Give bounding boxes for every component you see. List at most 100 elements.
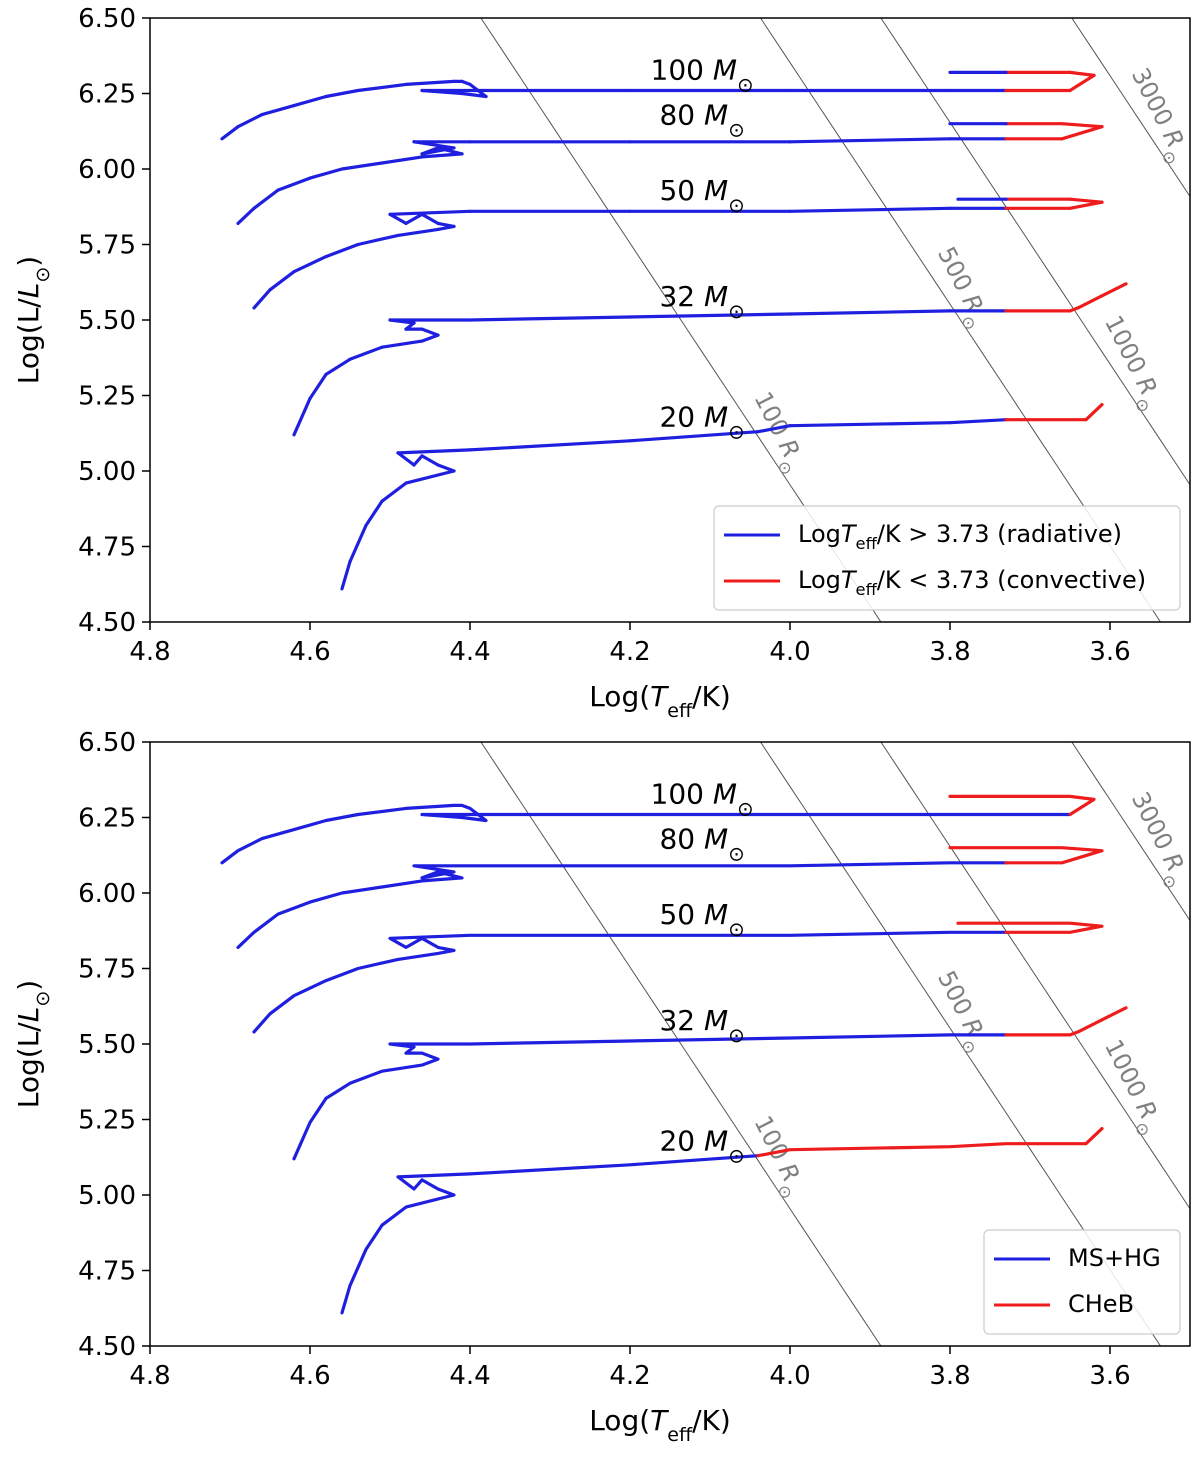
y-tick-label-4.50: 4.50 xyxy=(78,608,136,638)
track-80-segment-18 xyxy=(1060,122,1104,129)
mass-label-32: 32 M⊙ xyxy=(659,280,744,323)
isoradius-label-3000: 3000 R⊙ xyxy=(1119,63,1196,168)
track-32-segment-1 xyxy=(308,372,328,401)
track-100-segment-3 xyxy=(292,94,328,108)
track-50-segment-0 xyxy=(252,288,272,310)
y-tick-label-6.25: 6.25 xyxy=(78,804,136,834)
isoradius-line-1000 xyxy=(880,742,1190,1210)
isoradius-label-1000: 1000 R⊙ xyxy=(1092,311,1169,416)
mass-label-32: 32 M⊙ xyxy=(659,1004,744,1047)
isoradius-line-3000 xyxy=(1071,18,1190,198)
track-50-segment-11 xyxy=(388,209,472,216)
legend-label-0: MS+HG xyxy=(1068,1244,1161,1272)
track-100-segment-4 xyxy=(324,88,360,99)
mass-label-100: 100 M⊙ xyxy=(651,53,754,96)
isoradius-label-1000: 1000 R⊙ xyxy=(1092,1035,1169,1140)
y-tick-label-5.00: 5.00 xyxy=(78,1181,136,1211)
track-50-segment-14 xyxy=(788,206,952,213)
x-tick-label-3.6: 3.6 xyxy=(1089,637,1130,667)
mass-label-20: 20 M⊙ xyxy=(659,401,744,444)
isoradius-line-3000 xyxy=(1071,742,1190,922)
track-100-segment-2 xyxy=(260,103,296,117)
y-tick-label-6.50: 6.50 xyxy=(78,4,136,34)
track-50-segment-2 xyxy=(292,255,328,274)
evolutionary-tracks xyxy=(220,794,1128,1315)
track-20-segment-0 xyxy=(340,559,352,591)
y-tick-label-5.50: 5.50 xyxy=(78,306,136,336)
track-50-segment-1 xyxy=(956,921,1104,934)
x-tick-label-3.8: 3.8 xyxy=(929,637,970,667)
track-32-segment-6 xyxy=(420,327,440,337)
isoradius-label-500: 500 R⊙ xyxy=(925,242,995,333)
y-tick-label-4.75: 4.75 xyxy=(78,533,136,563)
evolutionary-tracks xyxy=(220,70,1128,591)
isoradius-label-3000: 3000 R⊙ xyxy=(1119,787,1196,892)
y-tick-label-5.50: 5.50 xyxy=(78,1030,136,1060)
x-tick-label-4.6: 4.6 xyxy=(289,1361,330,1391)
track-50-segment-18 xyxy=(1068,197,1104,204)
track-20-segment-13 xyxy=(788,421,952,428)
track-100-segment-0 xyxy=(220,125,240,141)
track-32-segment-17 xyxy=(1076,294,1104,310)
track-80-segment-0 xyxy=(236,861,1008,950)
track-20-segment-5 xyxy=(436,463,456,473)
track-100-segment-5 xyxy=(356,82,408,93)
mass-label-50: 50 M⊙ xyxy=(659,898,744,941)
track-100-segment-10 xyxy=(460,91,488,99)
x-tick-label-4.4: 4.4 xyxy=(449,637,490,667)
track-20-segment-4 xyxy=(404,469,456,485)
mass-label-20: 20 M⊙ xyxy=(659,1125,744,1168)
mass-label-50: 50 M⊙ xyxy=(659,174,744,217)
track-20-segment-8 xyxy=(396,451,416,467)
isoradius-line-100 xyxy=(480,742,882,1346)
track-20-segment-3 xyxy=(380,481,408,503)
x-tick-label-3.8: 3.8 xyxy=(929,1361,970,1391)
x-tick-label-4.0: 4.0 xyxy=(769,1361,810,1391)
track-50-segment-3 xyxy=(324,242,360,259)
track-50-segment-5 xyxy=(396,227,440,237)
isoradius-label-500: 500 R⊙ xyxy=(925,966,995,1057)
mass-label-100: 100 M⊙ xyxy=(651,777,754,820)
track-20-segment-10 xyxy=(468,439,632,452)
y-tick-label-5.75: 5.75 xyxy=(78,231,136,261)
track-32-segment-18 xyxy=(1100,282,1128,298)
track-80-segment-1 xyxy=(252,188,280,210)
track-50-segment-10 xyxy=(388,212,408,225)
track-20-segment-1 xyxy=(348,523,368,564)
y-axis-label: Log(L/L⊙) xyxy=(12,256,54,384)
legend: MS+HG CHeB xyxy=(983,1229,1181,1335)
track-50-segment-0 xyxy=(252,930,1008,1034)
track-20-segment-12 xyxy=(756,424,792,434)
track-32-segment-13 xyxy=(788,309,952,316)
track-20-segment-11 xyxy=(628,430,760,443)
track-32-segment-12 xyxy=(628,312,792,319)
x-axis-label: Log(Teff/K) xyxy=(589,1404,731,1446)
track-80-segment-4 xyxy=(340,161,384,171)
track-32-segment-3 xyxy=(348,345,384,361)
panel-bottom-evolutionary-phase: 100 R⊙500 R⊙ 1000 R⊙3000 R⊙100 M⊙80 M⊙50 … xyxy=(12,728,1196,1446)
track-50-segment-1 xyxy=(268,270,296,292)
x-tick-label-4.4: 4.4 xyxy=(449,1361,490,1391)
track-32-segment-1 xyxy=(1004,1006,1128,1037)
track-80-segment-9 xyxy=(420,146,456,156)
track-32-segment-0 xyxy=(292,1033,1008,1161)
track-100-segment-0 xyxy=(220,803,1072,865)
track-32-segment-2 xyxy=(324,357,352,376)
y-tick-label-5.25: 5.25 xyxy=(78,382,136,412)
track-80-segment-1 xyxy=(948,846,1104,865)
track-32-segment-11 xyxy=(468,315,632,322)
legend-box xyxy=(713,505,1181,611)
legend-box xyxy=(983,1229,1181,1335)
y-tick-label-5.25: 5.25 xyxy=(78,1106,136,1136)
track-20-segment-2 xyxy=(364,499,384,528)
track-100-segment-18 xyxy=(1068,73,1096,93)
track-20-segment-14 xyxy=(948,418,1008,425)
y-tick-label-4.75: 4.75 xyxy=(78,1257,136,1287)
y-tick-label-6.00: 6.00 xyxy=(78,879,136,909)
mass-label-80: 80 M⊙ xyxy=(659,99,744,142)
x-axis-label: Log(Teff/K) xyxy=(589,680,731,722)
x-tick-label-4.8: 4.8 xyxy=(129,637,170,667)
track-20-segment-0 xyxy=(340,1154,760,1315)
track-100-segment-19 xyxy=(1068,70,1096,78)
